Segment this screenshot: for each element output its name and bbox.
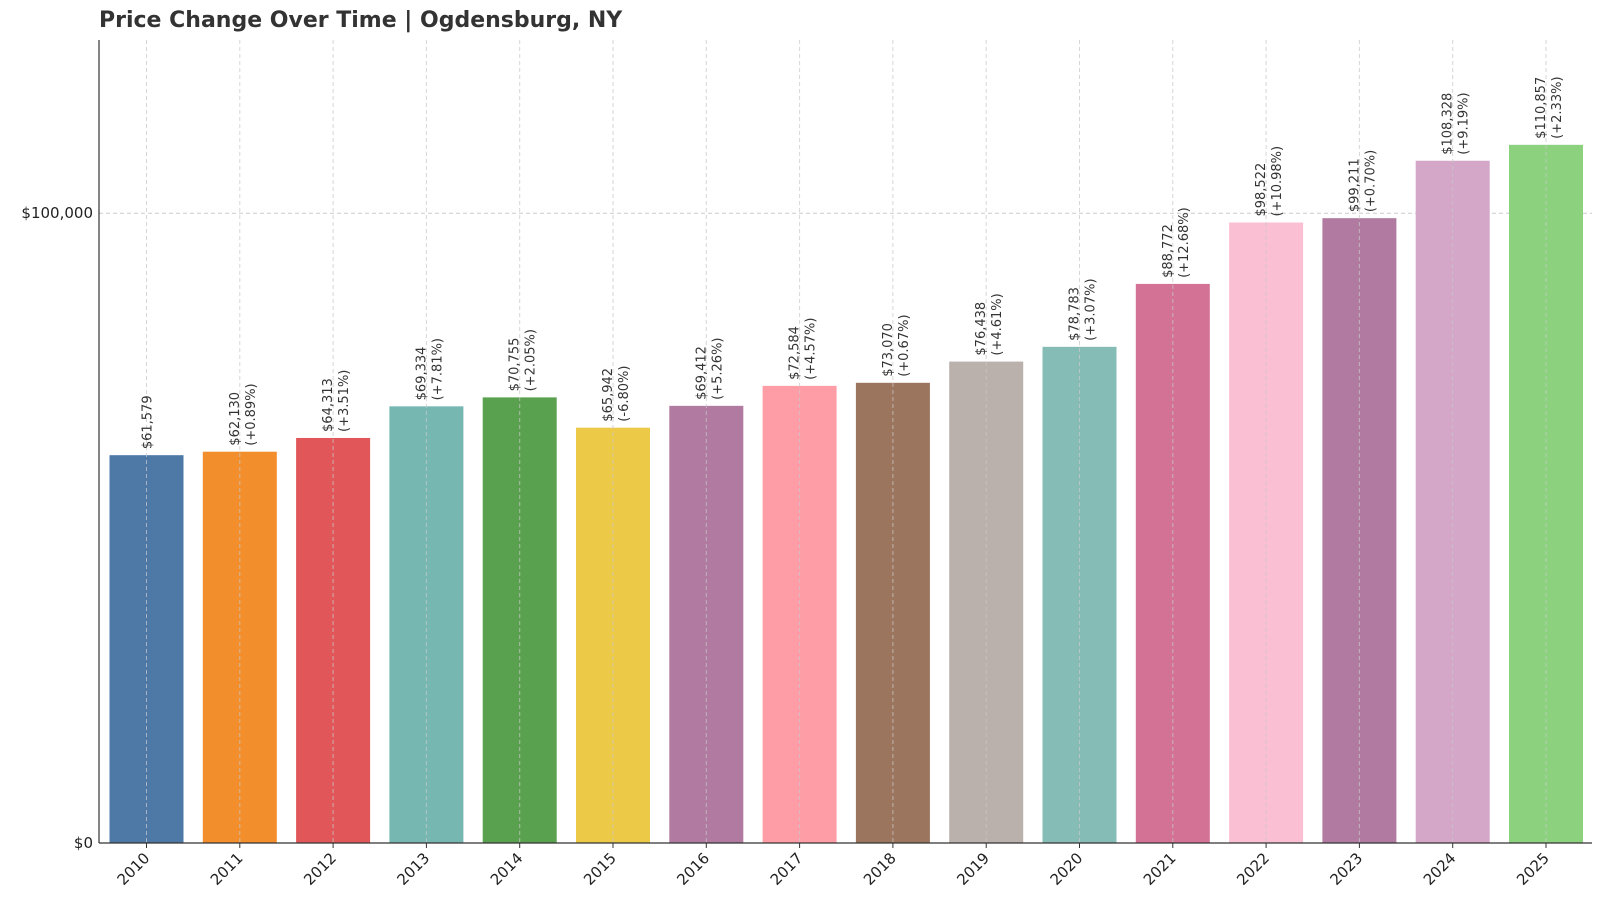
data-label-change: (+5.26%) bbox=[710, 337, 725, 399]
data-label-value: $73,070 bbox=[881, 323, 896, 377]
data-label-value: $62,130 bbox=[228, 392, 243, 446]
data-label-value: $98,522 bbox=[1254, 163, 1269, 217]
data-label-value: $78,783 bbox=[1068, 287, 1083, 341]
x-tick-label: 2011 bbox=[207, 849, 247, 889]
data-label-value: $108,328 bbox=[1441, 93, 1456, 155]
data-label-value: $70,755 bbox=[508, 338, 523, 392]
bar-2021 bbox=[1135, 283, 1210, 843]
x-tick-label: 2025 bbox=[1513, 849, 1553, 889]
data-label-value: $88,772 bbox=[1161, 224, 1176, 278]
vertical-grid-layer bbox=[146, 40, 1547, 843]
x-tick-label: 2010 bbox=[114, 849, 154, 889]
data-label-change: (+4.57%) bbox=[804, 318, 819, 380]
data-label-change: (+4.61%) bbox=[990, 293, 1005, 355]
x-tick-label: 2015 bbox=[580, 849, 620, 889]
y-tick-label: $0 bbox=[74, 834, 93, 852]
x-tick-label: 2022 bbox=[1233, 849, 1273, 889]
data-label-change: (-6.80%) bbox=[617, 366, 632, 422]
x-tick-label: 2018 bbox=[860, 849, 900, 889]
data-label-value: $65,942 bbox=[601, 368, 616, 422]
data-label-value: $64,313 bbox=[321, 378, 336, 432]
x-tick-label: 2016 bbox=[673, 849, 713, 889]
data-label-change: (+2.05%) bbox=[524, 329, 539, 391]
data-label-change: (+2.33%) bbox=[1550, 76, 1565, 138]
x-tick-label: 2014 bbox=[487, 849, 527, 889]
x-tick-label: 2024 bbox=[1420, 849, 1460, 889]
x-tick-label: 2019 bbox=[953, 849, 993, 889]
data-label-change: (+9.19%) bbox=[1457, 92, 1472, 154]
data-label-change: (+10.98%) bbox=[1270, 146, 1285, 217]
chart-title: Price Change Over Time | Ogdensburg, NY bbox=[99, 8, 623, 33]
data-label-change: (+7.81%) bbox=[430, 338, 445, 400]
x-tick-label: 2013 bbox=[393, 849, 433, 889]
y-tick-label: $100,000 bbox=[21, 204, 93, 222]
bar-layer bbox=[109, 144, 1583, 844]
data-label-change: (+12.68%) bbox=[1177, 207, 1192, 278]
x-tick-label: 2012 bbox=[300, 849, 340, 889]
x-tick-label: 2017 bbox=[767, 849, 807, 889]
data-label-value: $99,211 bbox=[1347, 158, 1362, 212]
data-label-change: (+0.89%) bbox=[244, 383, 259, 445]
data-label-change: (+3.07%) bbox=[1084, 278, 1099, 340]
data-label-value: $61,579 bbox=[141, 395, 156, 449]
bar-2018 bbox=[855, 382, 930, 843]
data-label-change: (+0.70%) bbox=[1363, 150, 1378, 212]
x-tick-label: 2021 bbox=[1140, 849, 1180, 889]
data-label-layer: $61,579 $62,130 (+0.89%) $64,313 (+3.51%) $69… bbox=[141, 76, 1566, 449]
data-label-change: (+3.51%) bbox=[337, 370, 352, 432]
data-label-value: $110,857 bbox=[1534, 77, 1549, 139]
bar-2025 bbox=[1509, 144, 1583, 844]
data-label-change: (+0.67%) bbox=[897, 314, 912, 376]
data-label-value: $76,438 bbox=[974, 302, 989, 356]
data-label-value: $72,584 bbox=[788, 326, 803, 380]
data-label-value: $69,412 bbox=[694, 346, 709, 400]
x-tick-label: 2023 bbox=[1326, 849, 1366, 889]
data-label-value: $69,334 bbox=[414, 347, 429, 401]
x-tick-label: 2020 bbox=[1047, 849, 1087, 889]
